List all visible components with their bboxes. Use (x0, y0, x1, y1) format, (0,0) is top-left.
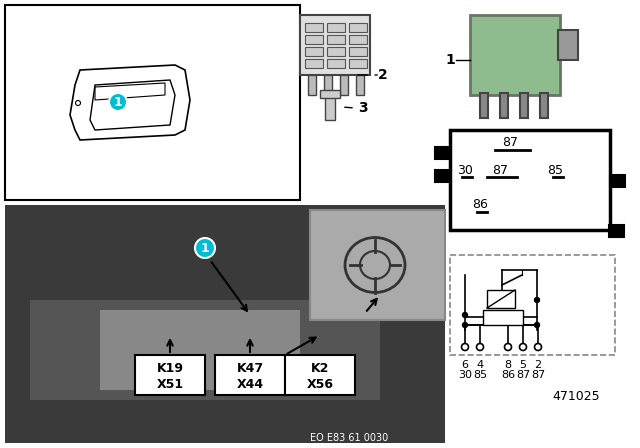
Bar (305, 35, 323, 44)
Ellipse shape (195, 238, 215, 258)
Text: K19: K19 (157, 362, 184, 375)
Bar (349, 47, 367, 56)
Text: 86: 86 (472, 198, 488, 211)
Bar (327, 35, 345, 44)
Ellipse shape (534, 297, 540, 302)
Bar (100, 310, 300, 390)
Text: 30: 30 (458, 370, 472, 380)
Bar (305, 59, 323, 68)
Bar (5, 5, 300, 200)
Bar (470, 15, 560, 95)
Bar (325, 95, 335, 120)
Text: 85: 85 (473, 370, 487, 380)
Bar (340, 75, 348, 95)
Text: 1: 1 (200, 241, 209, 254)
Text: 30: 30 (457, 164, 473, 177)
Bar (520, 93, 528, 118)
Ellipse shape (463, 323, 467, 327)
Bar (308, 75, 316, 95)
Text: 2: 2 (534, 360, 541, 370)
Bar (435, 170, 450, 182)
Bar (500, 93, 508, 118)
Bar (30, 300, 380, 400)
Text: 3: 3 (358, 101, 367, 115)
Bar (349, 23, 367, 32)
Text: X56: X56 (307, 379, 333, 392)
Bar (435, 147, 450, 159)
Text: 85: 85 (547, 164, 563, 177)
Bar (483, 310, 523, 325)
Text: 86: 86 (501, 370, 515, 380)
Text: 87: 87 (531, 370, 545, 380)
Ellipse shape (463, 313, 467, 318)
Text: 8: 8 (504, 360, 511, 370)
Bar (487, 290, 515, 308)
Bar (320, 90, 340, 98)
Bar (300, 15, 370, 75)
Ellipse shape (109, 93, 127, 111)
Bar (327, 59, 345, 68)
Bar (285, 355, 355, 395)
Bar (327, 47, 345, 56)
Text: X51: X51 (156, 379, 184, 392)
Bar (327, 23, 345, 32)
Bar (310, 210, 445, 320)
Bar (305, 47, 323, 56)
Text: 87: 87 (516, 370, 530, 380)
Bar (558, 30, 578, 60)
Text: X44: X44 (236, 379, 264, 392)
Ellipse shape (534, 323, 540, 327)
Bar (215, 355, 285, 395)
Bar (450, 255, 615, 355)
Bar (135, 355, 205, 395)
Bar (349, 35, 367, 44)
Text: K47: K47 (236, 362, 264, 375)
Bar (610, 175, 625, 187)
Text: K2: K2 (311, 362, 329, 375)
Bar (450, 130, 610, 230)
Bar (609, 225, 624, 237)
Text: 2: 2 (378, 68, 388, 82)
Bar (356, 75, 364, 95)
Bar (480, 93, 488, 118)
Bar (324, 75, 332, 95)
Bar (540, 93, 548, 118)
Text: 87: 87 (502, 137, 518, 150)
Text: 5: 5 (520, 360, 527, 370)
Text: 1: 1 (114, 95, 122, 108)
Bar (349, 59, 367, 68)
Text: EO E83 61 0030: EO E83 61 0030 (310, 433, 388, 443)
Bar (305, 23, 323, 32)
Text: 87: 87 (492, 164, 508, 177)
Text: 6: 6 (461, 360, 468, 370)
Text: 4: 4 (476, 360, 484, 370)
Text: 471025: 471025 (552, 390, 600, 403)
Text: 1: 1 (445, 53, 455, 67)
Bar (5, 205, 445, 443)
